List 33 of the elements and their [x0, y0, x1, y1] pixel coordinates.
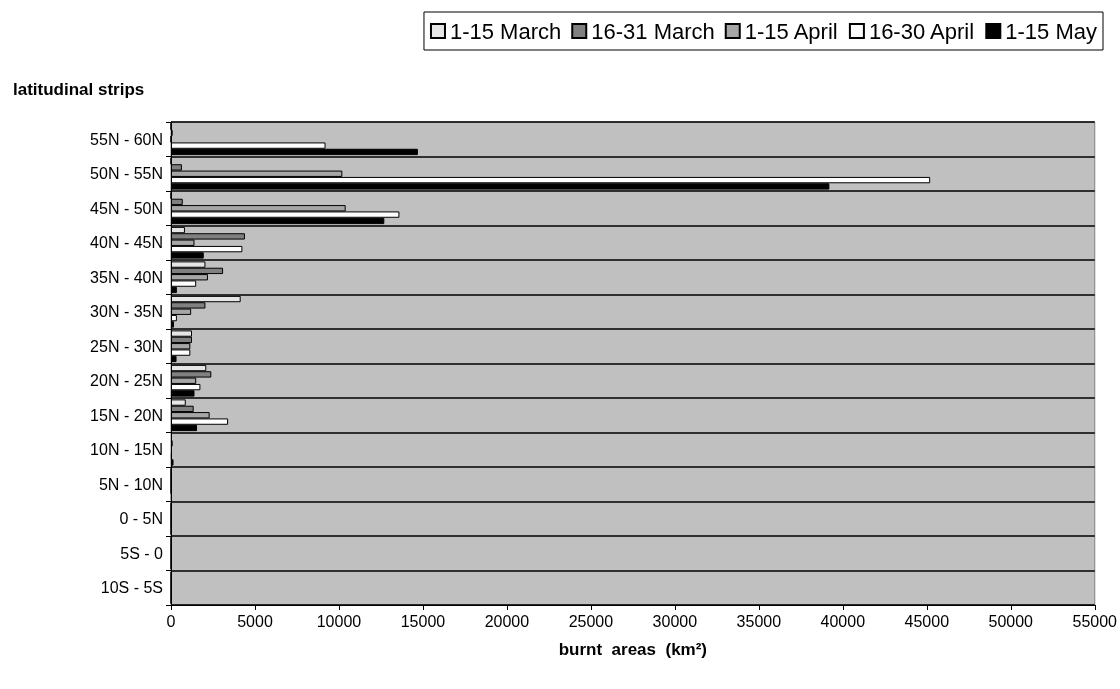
- x-tick-label: 25000: [568, 612, 614, 630]
- legend-label: 1-15 March: [449, 18, 562, 44]
- y-tick-label: 5N - 10N: [98, 475, 163, 493]
- x-tick-label: 15000: [400, 612, 446, 630]
- y-tick-label: 40N - 45N: [90, 234, 163, 252]
- y-tick-label: 20N - 25N: [90, 372, 163, 390]
- y-tick-label: 35N - 40N: [90, 268, 163, 286]
- x-tick-label: 10000: [316, 612, 362, 630]
- x-tick-label: 40000: [820, 612, 866, 630]
- y-tick-label: 15N - 20N: [90, 406, 163, 424]
- legend-label: 16-31 March: [591, 18, 715, 44]
- x-tick-label: 20000: [484, 612, 530, 630]
- x-tick-label: 50000: [988, 612, 1034, 630]
- y-tick-label: 10S - 5S: [100, 579, 163, 597]
- legend-label: 16-30 April: [868, 18, 975, 44]
- x-tick-label: 0: [166, 612, 176, 630]
- x-tick-label: 5000: [237, 612, 273, 630]
- y-axis-title: latitudinal strips: [13, 80, 145, 99]
- legend-label: 1-15 April: [744, 18, 838, 44]
- x-tick-label: 35000: [736, 612, 782, 630]
- y-tick-label: 30N - 35N: [90, 303, 163, 321]
- x-tick-label: 30000: [652, 612, 698, 630]
- y-tick-label: 5S - 0: [120, 544, 164, 562]
- y-tick-label: 0 - 5N: [119, 510, 163, 528]
- y-tick-label: 10N - 15N: [90, 441, 163, 459]
- y-tick-label: 50N - 55N: [90, 165, 163, 183]
- y-tick-label: 45N - 50N: [90, 199, 163, 217]
- x-axis-title: burnt areas (km²): [558, 640, 708, 659]
- x-tick-label: 55000: [1072, 612, 1118, 630]
- y-tick-label: 25N - 30N: [90, 337, 163, 355]
- y-tick-label: 55N - 60N: [90, 130, 163, 148]
- legend-label: 1-15 May: [1005, 18, 1098, 44]
- x-tick-label: 45000: [904, 612, 950, 630]
